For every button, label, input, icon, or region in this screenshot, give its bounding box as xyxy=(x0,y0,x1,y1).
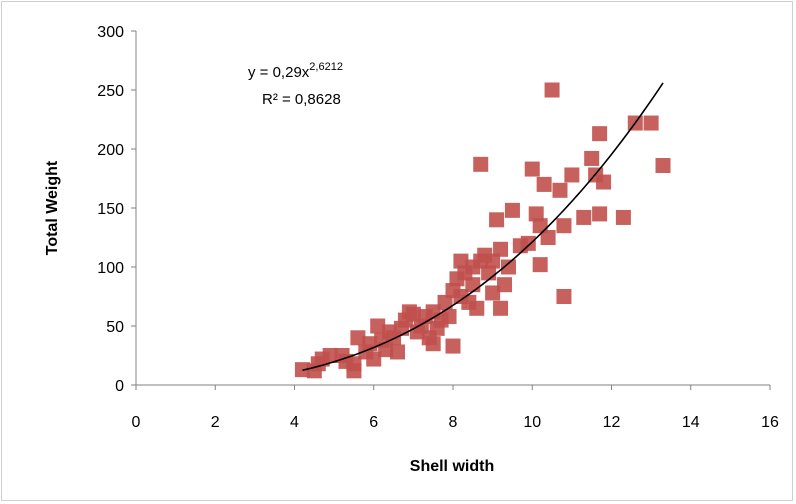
y-tick-label: 200 xyxy=(97,142,124,159)
data-point xyxy=(473,156,489,172)
data-point xyxy=(556,289,572,304)
data-point xyxy=(485,253,501,269)
x-tick-label: 10 xyxy=(523,414,541,431)
data-point xyxy=(390,344,406,360)
data-point xyxy=(615,209,631,225)
data-point xyxy=(592,126,608,142)
x-tick-label: 14 xyxy=(682,414,700,431)
data-point xyxy=(520,235,536,251)
y-tick-label: 300 xyxy=(97,24,124,41)
data-point xyxy=(596,174,612,190)
data-point xyxy=(346,356,362,372)
data-point xyxy=(504,202,520,218)
data-point xyxy=(445,338,461,354)
data-point xyxy=(493,300,509,316)
x-axis-title: Shell width xyxy=(410,458,494,475)
data-point xyxy=(489,212,505,228)
x-tick-label: 8 xyxy=(449,414,458,431)
r-squared-label: R² = 0,8628 xyxy=(262,91,341,108)
equation-exponent: 2,6212 xyxy=(309,61,343,73)
y-tick-label: 100 xyxy=(97,260,124,277)
data-point xyxy=(576,209,592,225)
x-tick-label: 6 xyxy=(369,414,378,431)
y-tick-label: 0 xyxy=(115,378,124,395)
data-point xyxy=(465,277,481,293)
data-point xyxy=(655,158,671,174)
trendline-equation: y = 0,29x2,6212 xyxy=(248,61,343,81)
data-point xyxy=(532,218,548,234)
tick-labels: 0 50 100 150 200 250 300 0 2 4 6 8 10 12 14 16 xyxy=(97,24,779,431)
y-axis-title: Total Weight xyxy=(44,160,61,255)
data-point xyxy=(497,277,513,293)
y-tick-label: 50 xyxy=(106,319,124,336)
x-tick-label: 16 xyxy=(761,414,779,431)
data-point xyxy=(524,161,540,177)
data-point xyxy=(564,167,580,183)
data-point xyxy=(437,294,453,310)
data-point xyxy=(378,342,394,358)
data-point xyxy=(322,348,338,363)
x-tick-label: 2 xyxy=(211,414,220,431)
data-point xyxy=(350,330,366,346)
power-trendline xyxy=(302,82,664,372)
data-point xyxy=(536,176,552,192)
y-tick-label: 250 xyxy=(97,83,124,100)
data-point xyxy=(453,253,469,269)
data-point xyxy=(592,206,608,222)
data-point xyxy=(469,300,485,316)
data-point xyxy=(643,115,659,131)
data-point xyxy=(552,182,568,198)
data-point xyxy=(425,336,441,352)
data-point xyxy=(405,306,421,322)
data-point xyxy=(500,259,516,275)
axes xyxy=(131,30,771,390)
data-point xyxy=(532,257,548,273)
data-point xyxy=(556,218,572,234)
data-point xyxy=(540,230,556,245)
equation-base: y = 0,29x xyxy=(248,64,310,81)
data-points xyxy=(294,82,671,379)
data-point xyxy=(528,206,544,222)
data-point xyxy=(366,351,382,367)
x-tick-label: 0 xyxy=(132,414,141,431)
x-tick-label: 4 xyxy=(290,414,299,431)
data-point xyxy=(493,241,509,257)
data-point xyxy=(544,82,560,98)
y-tick-label: 150 xyxy=(97,201,124,218)
x-tick-label: 12 xyxy=(603,414,621,431)
data-point xyxy=(485,285,501,301)
data-point xyxy=(370,318,386,334)
data-point xyxy=(584,150,600,166)
data-point xyxy=(441,309,457,325)
